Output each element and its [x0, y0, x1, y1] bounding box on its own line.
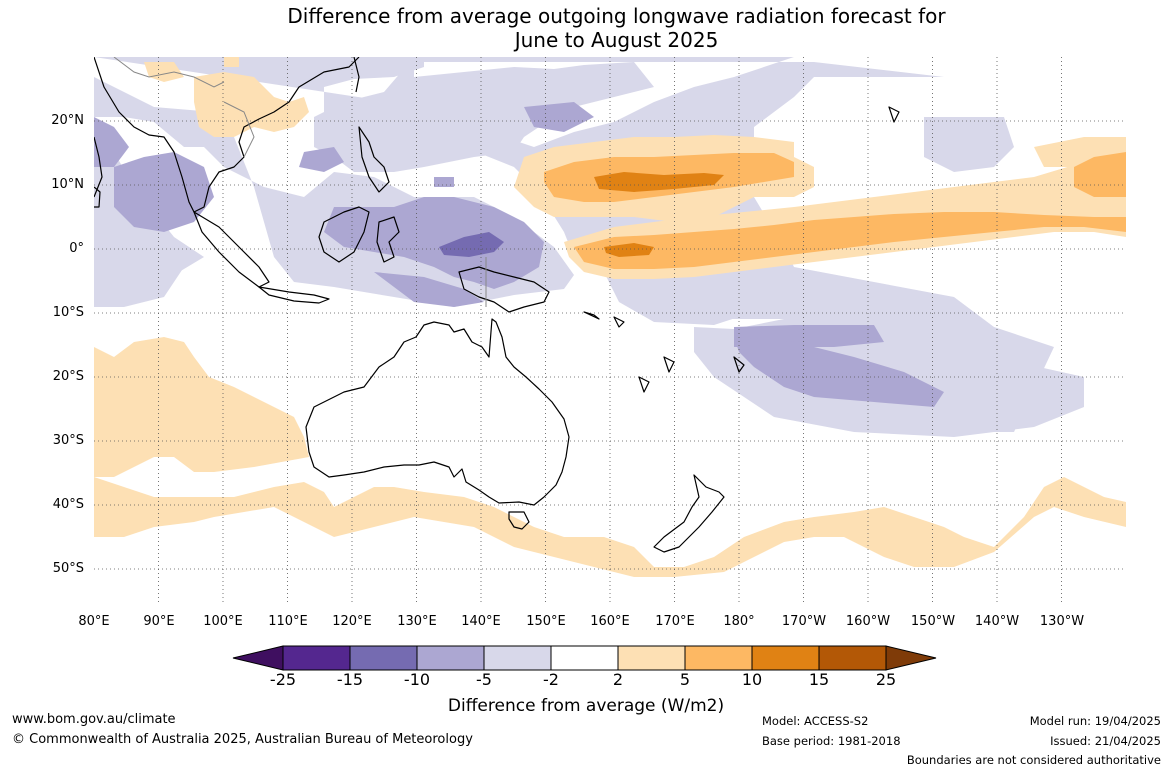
- footer-disclaimer: Boundaries are not considered authoritat…: [906, 753, 1161, 767]
- map-title-line-2: June to August 2025: [514, 28, 719, 52]
- lat-label-20n: 20°N: [51, 113, 84, 128]
- lon-label-140w: 140°W: [974, 614, 1020, 629]
- colorbar-tick: 25: [875, 670, 897, 689]
- colorbar-segment: [751, 645, 820, 671]
- lon-label-130e: 130°E: [397, 614, 437, 629]
- lon-label-120e: 120°E: [332, 614, 372, 629]
- national-boundaries: [113, 57, 487, 307]
- footer-issued: Issued: 21/04/2025: [1050, 734, 1161, 748]
- lon-label-160w: 160°W: [845, 614, 891, 629]
- anomaly-fill-dark-positive: [594, 172, 724, 257]
- map-gridlines: [94, 57, 1126, 605]
- lon-label-90e: 90°E: [143, 614, 175, 629]
- map-title-line-1: Difference from average outgoing longwav…: [287, 4, 946, 28]
- lon-label-100e: 100°E: [203, 614, 243, 629]
- colorbar-segment: [818, 645, 887, 671]
- japan-coastline: [353, 57, 360, 93]
- lon-label-170e: 170°E: [655, 614, 695, 629]
- colorbar-tick: -5: [476, 670, 492, 689]
- lon-label-150e: 150°E: [526, 614, 566, 629]
- colorbar-segment: [550, 645, 619, 671]
- borneo-coastline: [318, 206, 370, 263]
- colorbar-segment: [282, 645, 351, 671]
- colorbar-tick: -15: [336, 670, 364, 689]
- colorbar-tick: 2: [612, 670, 624, 689]
- lat-label-10n: 10°N: [51, 177, 84, 192]
- colorbar-segment: [617, 645, 686, 671]
- colorbar-tick: 15: [808, 670, 830, 689]
- anomaly-fill-dark-negative: [439, 232, 504, 257]
- lat-label-30s: 30°S: [52, 433, 84, 448]
- lat-label-50s: 50°S: [52, 561, 84, 576]
- lat-label-10s: 10°S: [52, 305, 84, 320]
- anomaly-map: [94, 57, 1126, 605]
- colorbar-tick: -10: [403, 670, 431, 689]
- sumatra-coastline: [193, 211, 270, 288]
- coastlines: [94, 57, 900, 553]
- lon-label-160e: 160°E: [590, 614, 630, 629]
- java-coastline: [258, 286, 330, 304]
- footer-copyright: © Commonwealth of Australia 2025, Austra…: [12, 732, 473, 747]
- asia-mainland-coastline: [94, 57, 360, 213]
- colorbar: [232, 645, 937, 671]
- lon-label-140e: 140°E: [461, 614, 501, 629]
- colorbar-tick: -2: [543, 670, 559, 689]
- colorbar-segment: [483, 645, 552, 671]
- footer-base-period: Base period: 1981-2018: [762, 734, 901, 748]
- sri-lanka-coastline: [94, 186, 101, 208]
- colorbar-label: Difference from average (W/m2): [447, 696, 725, 716]
- colorbar-tick: -25: [269, 670, 297, 689]
- footer-model: Model: ACCESS-S2: [762, 714, 869, 728]
- lon-label-130w: 130°W: [1039, 614, 1085, 629]
- lon-label-170w: 170°W: [781, 614, 827, 629]
- colorbar-segment: [416, 645, 485, 671]
- lat-label-40s: 40°S: [52, 497, 84, 512]
- colorbar-tick: 5: [679, 670, 691, 689]
- lat-label-20s: 20°S: [52, 369, 84, 384]
- footer-model-run: Model run: 19/04/2025: [1029, 714, 1161, 728]
- lon-label-80e: 80°E: [78, 614, 110, 629]
- sulawesi-coastline: [376, 216, 400, 263]
- lon-label-110e: 110°E: [268, 614, 308, 629]
- footer-website: www.bom.gov.au/climate: [12, 712, 176, 727]
- colorbar-extend-max: [885, 645, 937, 671]
- philippines-coastline: [358, 126, 390, 193]
- colorbar-segment: [349, 645, 418, 671]
- colorbar-extend-min: [232, 645, 284, 671]
- lon-label-180: 180°: [723, 614, 755, 629]
- colorbar-segment: [684, 645, 753, 671]
- new-guinea-coastline: [458, 266, 550, 313]
- colorbar-tick: 10: [741, 670, 763, 689]
- new-zealand-coastline: [653, 474, 725, 553]
- lat-label-equator: 0°: [69, 241, 84, 256]
- tasmania-coastline: [508, 511, 530, 530]
- india-coastline: [94, 136, 103, 198]
- australia-coastline: [305, 318, 570, 506]
- anomaly-fill-medium-negative: [94, 102, 944, 407]
- map-title: Difference from average outgoing longwav…: [0, 4, 1173, 52]
- lon-label-150w: 150°W: [910, 614, 956, 629]
